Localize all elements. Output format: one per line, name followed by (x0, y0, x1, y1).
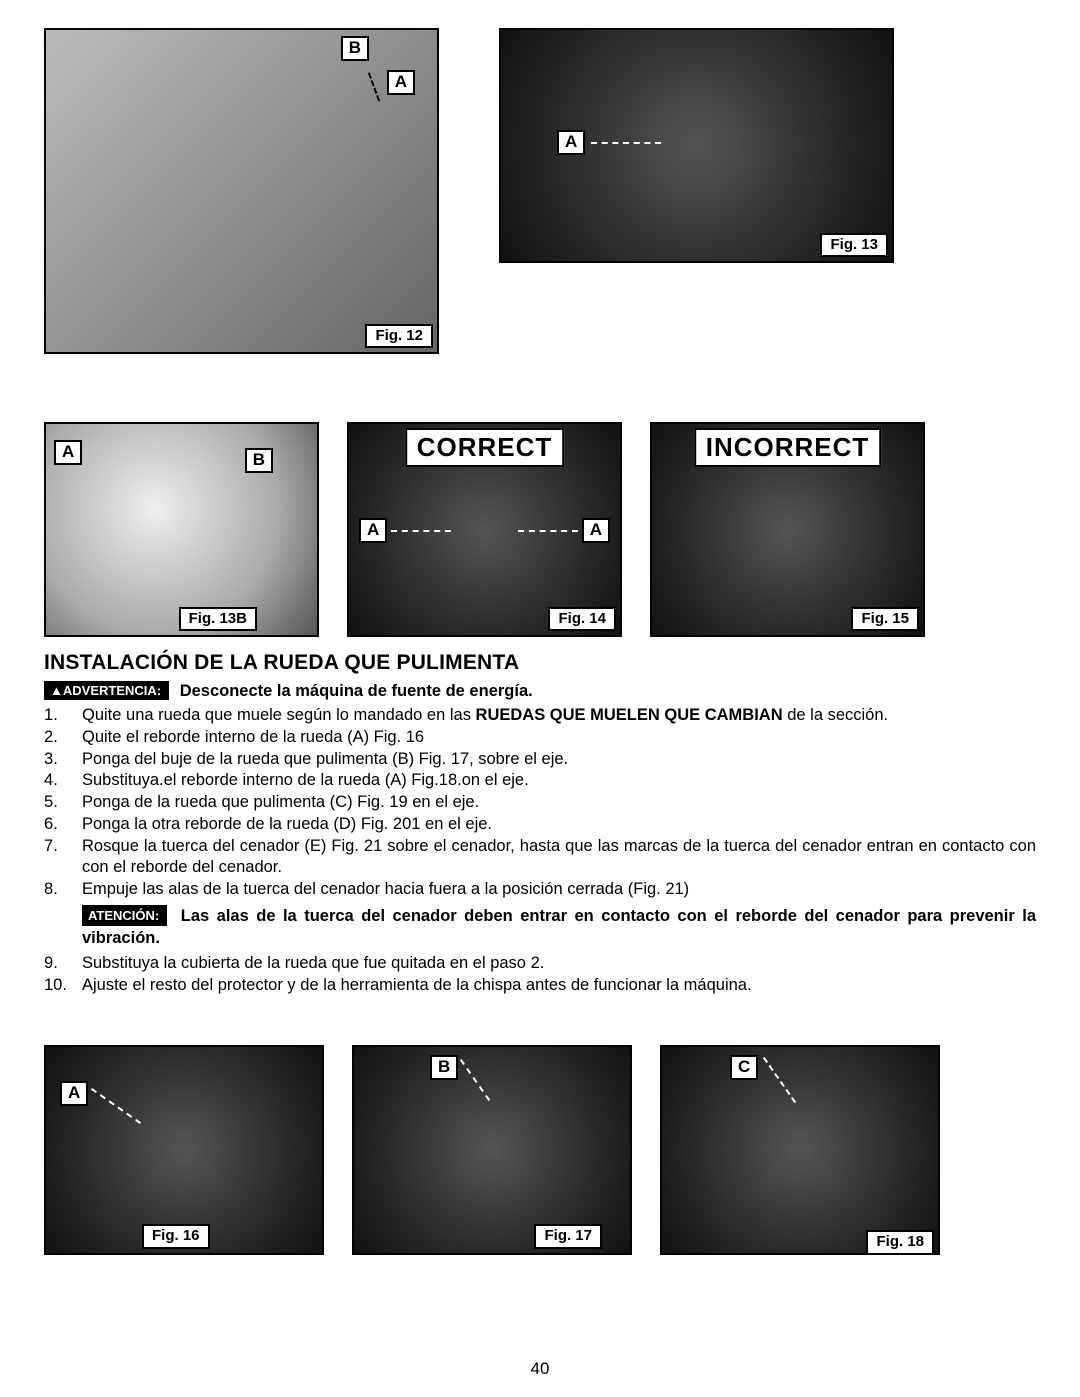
callout-a-right: A (582, 518, 610, 543)
callout-b: B (430, 1055, 458, 1080)
warning-line: ▲ADVERTENCIA: Desconecte la máquina de f… (44, 681, 1036, 701)
step-item: Rosque la tuerca del cenador (E) Fig. 21… (44, 836, 1036, 880)
figure-15: INCORRECT Fig. 15 (650, 422, 925, 637)
caution-badge: ATENCIÓN: (82, 905, 167, 926)
step-item: Substituya la cubierta de la rueda que f… (44, 953, 1036, 975)
figure-caption: Fig. 16 (142, 1224, 210, 1249)
warning-badge: ▲ADVERTENCIA: (44, 681, 169, 700)
figure-16: A Fig. 16 (44, 1045, 324, 1255)
steps-list-b: Substituya la cubierta de la rueda que f… (44, 953, 1036, 997)
step-item: Quite el reborde interno de la rueda (A)… (44, 727, 1036, 749)
caution-text: Las alas de la tuerca del cenador deben … (82, 907, 1036, 947)
figure-caption: Fig. 15 (851, 607, 919, 632)
step-item: Ponga la otra reborde de la rueda (D) Fi… (44, 814, 1036, 836)
steps-list-a: Quite una rueda que muele según lo manda… (44, 705, 1036, 901)
banner-correct: CORRECT (405, 428, 565, 467)
banner-incorrect: INCORRECT (694, 428, 882, 467)
warning-text: Desconecte la máquina de fuente de energ… (180, 682, 533, 700)
figure-18: C Fig. 18 (660, 1045, 940, 1255)
callout-c: C (730, 1055, 758, 1080)
figure-row-2: A B Fig. 13B CORRECT A A Fig. 14 INCORRE… (44, 422, 1036, 637)
step-item: Substituya.el reborde interno de la rued… (44, 770, 1036, 792)
callout-a: A (557, 130, 585, 155)
step-item: Ajuste el resto del protector y de la he… (44, 975, 1036, 997)
figure-caption: Fig. 13B (179, 607, 257, 632)
figure-row-3: A Fig. 16 B Fig. 17 C Fig. 18 (44, 1045, 1036, 1255)
figure-row-1: B A Fig. 12 A Fig. 13 (44, 28, 1036, 354)
step-item: Empuje las alas de la tuerca del cenador… (44, 879, 1036, 901)
callout-a: A (387, 70, 415, 95)
callout-a: A (60, 1081, 88, 1106)
figure-caption: Fig. 14 (548, 607, 616, 632)
figure-17: B Fig. 17 (352, 1045, 632, 1255)
figure-13b: A B Fig. 13B (44, 422, 319, 637)
callout-a: A (54, 440, 82, 465)
figure-14: CORRECT A A Fig. 14 (347, 422, 622, 637)
step-item: Ponga de la rueda que pulimenta (C) Fig.… (44, 792, 1036, 814)
caution-block: ATENCIÓN: Las alas de la tuerca del cena… (44, 905, 1036, 950)
step-item: Ponga del buje de la rueda que pulimenta… (44, 749, 1036, 771)
page-number: 40 (531, 1359, 550, 1379)
callout-b: B (341, 36, 369, 61)
figure-caption: Fig. 12 (365, 324, 433, 349)
section-title: INSTALACIÓN DE LA RUEDA QUE PULIMENTA (44, 651, 1036, 675)
callout-a-left: A (359, 518, 387, 543)
step-item: Quite una rueda que muele según lo manda… (44, 705, 1036, 727)
figure-12: B A Fig. 12 (44, 28, 439, 354)
figure-13: A Fig. 13 (499, 28, 894, 263)
figure-caption: Fig. 13 (820, 233, 888, 258)
figure-caption: Fig. 17 (534, 1224, 602, 1249)
figure-caption: Fig. 18 (866, 1230, 934, 1255)
callout-b: B (245, 448, 273, 473)
